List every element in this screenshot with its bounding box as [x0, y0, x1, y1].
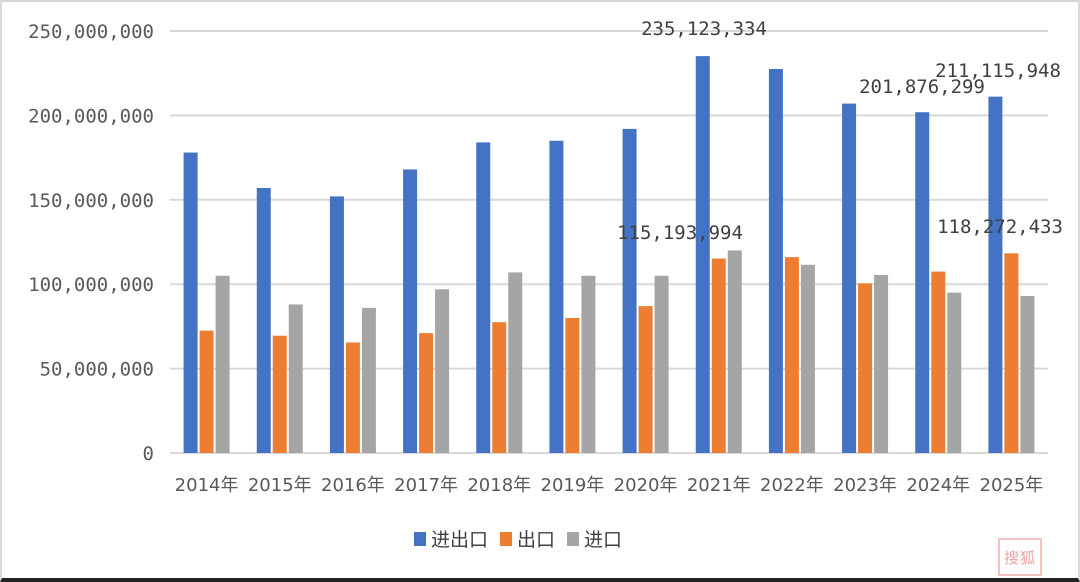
bar-0-1 — [256, 187, 271, 453]
data-label: 201,876,299 — [859, 76, 985, 98]
bar-1-7 — [711, 258, 726, 453]
data-label: 235,123,334 — [641, 18, 767, 40]
x-tick-label: 2023年 — [833, 475, 897, 496]
bar-0-10 — [915, 112, 930, 453]
data-label: 118,272,433 — [937, 216, 1063, 238]
bar-2-3 — [435, 289, 450, 453]
x-axis: 2014年 2015年 2016年 2017年 2018年 2019年 2020年 2021年… — [175, 475, 1044, 496]
data-label: 211,115,948 — [935, 60, 1061, 82]
y-tick-label: 0 — [143, 443, 154, 465]
y-tick-label: 150,000,000 — [28, 190, 154, 212]
bar-1-8 — [784, 257, 799, 453]
bar-1-9 — [858, 283, 873, 453]
bar-1-0 — [199, 330, 214, 453]
bar-2-4 — [508, 272, 523, 453]
bar-2-6 — [654, 275, 669, 453]
legend-label: 进出口 — [431, 529, 488, 551]
bar-1-3 — [419, 333, 434, 453]
legend-label: 进口 — [584, 529, 622, 551]
bar-0-7 — [695, 56, 710, 453]
bar-1-6 — [638, 306, 653, 453]
bar-2-5 — [581, 275, 596, 453]
bar-1-2 — [345, 342, 360, 453]
bar-1-5 — [565, 317, 580, 453]
y-tick-label: 200,000,000 — [28, 105, 154, 127]
bar-1-1 — [272, 335, 287, 453]
bar-0-11 — [988, 96, 1003, 453]
bar-0-4 — [476, 142, 491, 453]
legend-label: 出口 — [517, 529, 555, 551]
x-tick-label: 2017年 — [394, 475, 458, 496]
bar-1-11 — [1004, 253, 1019, 453]
y-axis: 0 50,000,000 100,000,000 150,000,000 200,000… — [28, 21, 154, 465]
data-label: 115,193,994 — [617, 222, 743, 244]
legend-swatch — [567, 532, 579, 546]
bar-0-5 — [549, 140, 564, 453]
x-tick-label: 2020年 — [614, 475, 678, 496]
x-tick-label: 2021年 — [687, 475, 751, 496]
legend-swatch — [500, 532, 512, 546]
bar-2-0 — [215, 275, 230, 453]
bar-0-2 — [329, 196, 344, 453]
bar-2-7 — [727, 250, 742, 453]
y-tick-label: 50,000,000 — [40, 359, 154, 381]
bar-2-9 — [874, 274, 889, 453]
legend: 进出口 出口 进口 — [414, 529, 622, 551]
bar-1-10 — [931, 271, 946, 453]
bar-2-10 — [947, 292, 962, 453]
x-tick-label: 2016年 — [321, 475, 385, 496]
legend-swatch — [414, 532, 426, 546]
bar-0-8 — [768, 68, 783, 453]
bars — [183, 56, 1035, 454]
x-tick-label: 2018年 — [467, 475, 531, 496]
x-tick-label: 2014年 — [175, 475, 239, 496]
x-tick-label: 2019年 — [541, 475, 605, 496]
bar-2-8 — [800, 264, 815, 453]
bar-0-9 — [842, 103, 857, 454]
watermark-stamp: 搜狐 — [998, 538, 1042, 576]
x-tick-label: 2025年 — [980, 475, 1044, 496]
bar-2-11 — [1020, 296, 1035, 453]
bar-0-0 — [183, 152, 198, 453]
x-tick-label: 2024年 — [906, 475, 970, 496]
bar-0-3 — [403, 169, 418, 453]
bar-2-2 — [361, 307, 376, 453]
bar-0-6 — [622, 128, 637, 453]
y-tick-label: 250,000,000 — [28, 21, 154, 43]
y-tick-label: 100,000,000 — [28, 274, 154, 296]
bar-2-1 — [288, 304, 303, 453]
bar-1-4 — [492, 322, 507, 453]
gridlines — [170, 30, 1048, 454]
x-tick-label: 2015年 — [248, 475, 312, 496]
x-tick-label: 2022年 — [760, 475, 824, 496]
data-labels: 235,123,334 115,193,994 201,876,299211,115… — [617, 18, 1063, 244]
